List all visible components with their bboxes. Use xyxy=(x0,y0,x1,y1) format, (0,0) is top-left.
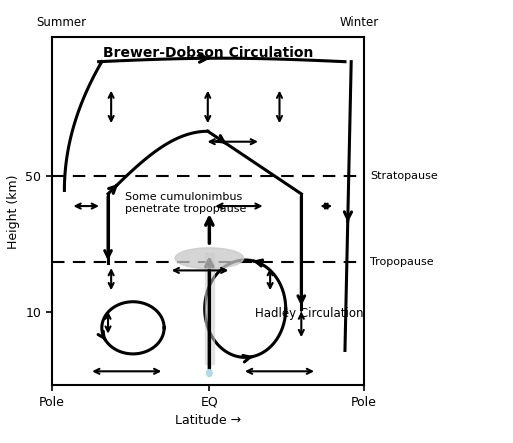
Text: Winter: Winter xyxy=(340,16,379,29)
Ellipse shape xyxy=(207,369,212,377)
Polygon shape xyxy=(205,253,214,364)
Y-axis label: Height (km): Height (km) xyxy=(7,174,20,249)
Ellipse shape xyxy=(175,248,244,269)
Text: Stratopause: Stratopause xyxy=(370,171,438,182)
X-axis label: Latitude →: Latitude → xyxy=(175,414,241,427)
Text: Brewer-Dobson Circulation: Brewer-Dobson Circulation xyxy=(103,46,313,60)
Text: Hadley Circulation: Hadley Circulation xyxy=(254,307,363,320)
Text: Summer: Summer xyxy=(36,16,87,29)
Text: Tropopause: Tropopause xyxy=(370,257,433,267)
Text: Some cumulonimbus
penetrate tropopause: Some cumulonimbus penetrate tropopause xyxy=(125,192,247,214)
